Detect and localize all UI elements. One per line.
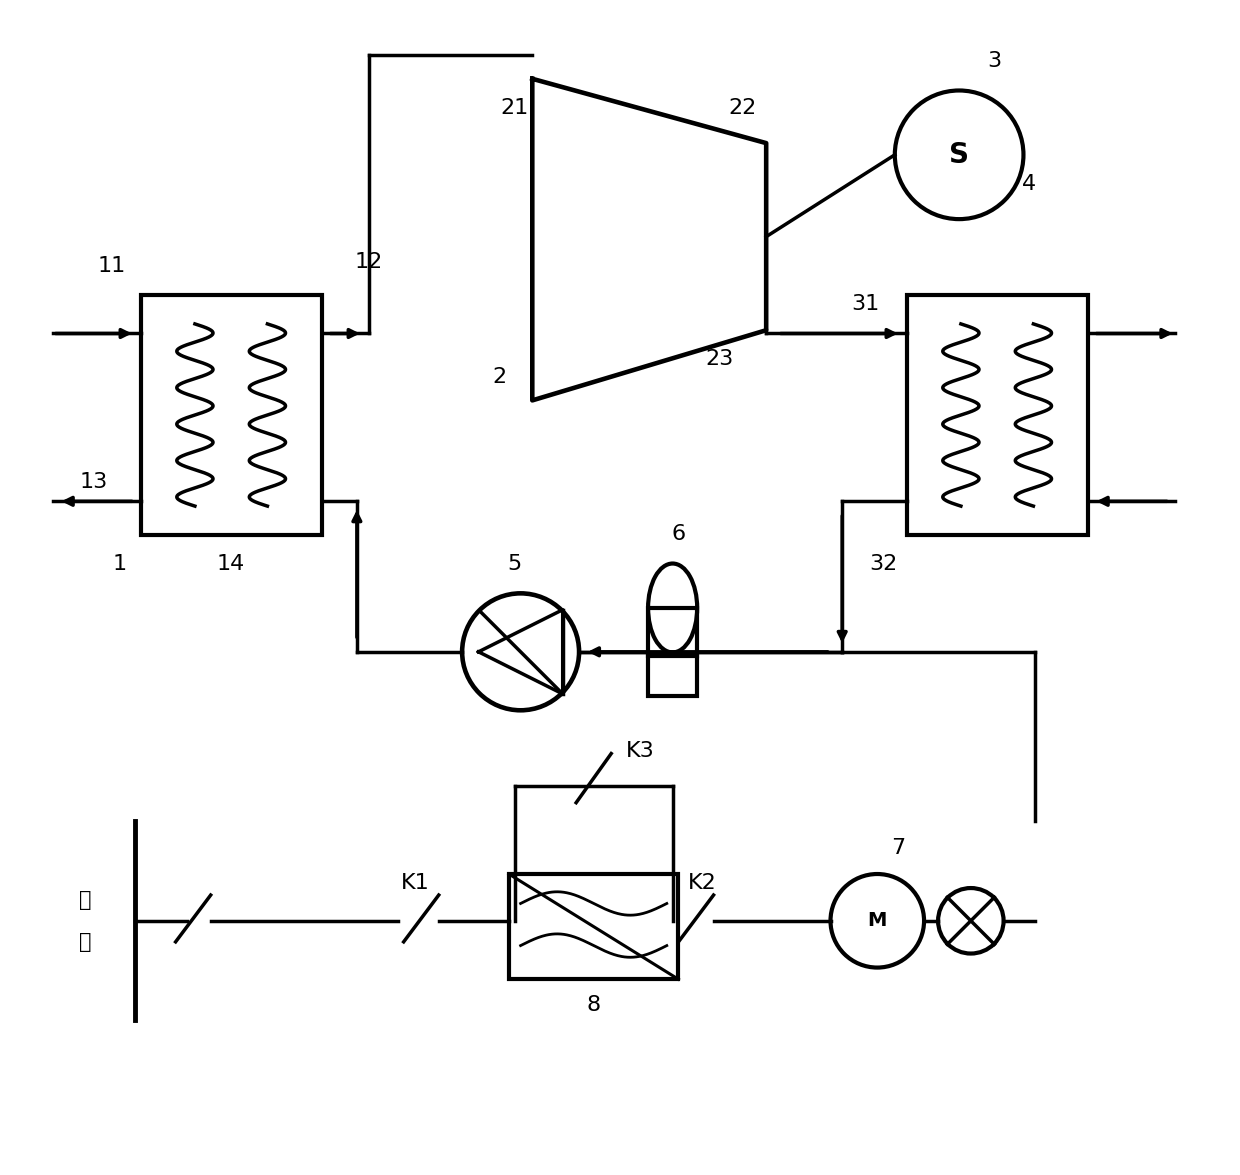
Text: M: M: [868, 912, 887, 931]
Text: K3: K3: [626, 741, 655, 761]
Text: 23: 23: [706, 349, 734, 369]
Text: 31: 31: [852, 294, 879, 314]
Text: 2: 2: [492, 367, 507, 387]
Text: 5: 5: [507, 555, 522, 575]
Text: 3: 3: [987, 52, 1001, 72]
Text: 线: 线: [79, 932, 92, 952]
Text: 4: 4: [1022, 174, 1037, 194]
Text: 12: 12: [355, 253, 383, 273]
Text: 32: 32: [869, 555, 898, 575]
Text: S: S: [949, 141, 970, 169]
Bar: [906, 295, 1087, 535]
Text: 8: 8: [587, 995, 600, 1015]
Text: 13: 13: [79, 472, 108, 492]
Text: K2: K2: [687, 873, 717, 893]
Bar: [140, 295, 322, 535]
Bar: [508, 874, 678, 979]
Text: 1: 1: [113, 555, 126, 575]
Text: 母: 母: [79, 889, 92, 909]
Bar: [649, 607, 697, 696]
Text: 22: 22: [729, 98, 756, 118]
Text: 21: 21: [501, 98, 529, 118]
Text: K1: K1: [401, 873, 430, 893]
Text: 7: 7: [892, 838, 905, 858]
Text: 6: 6: [671, 524, 686, 544]
Text: 14: 14: [217, 555, 246, 575]
Text: 11: 11: [97, 256, 125, 276]
